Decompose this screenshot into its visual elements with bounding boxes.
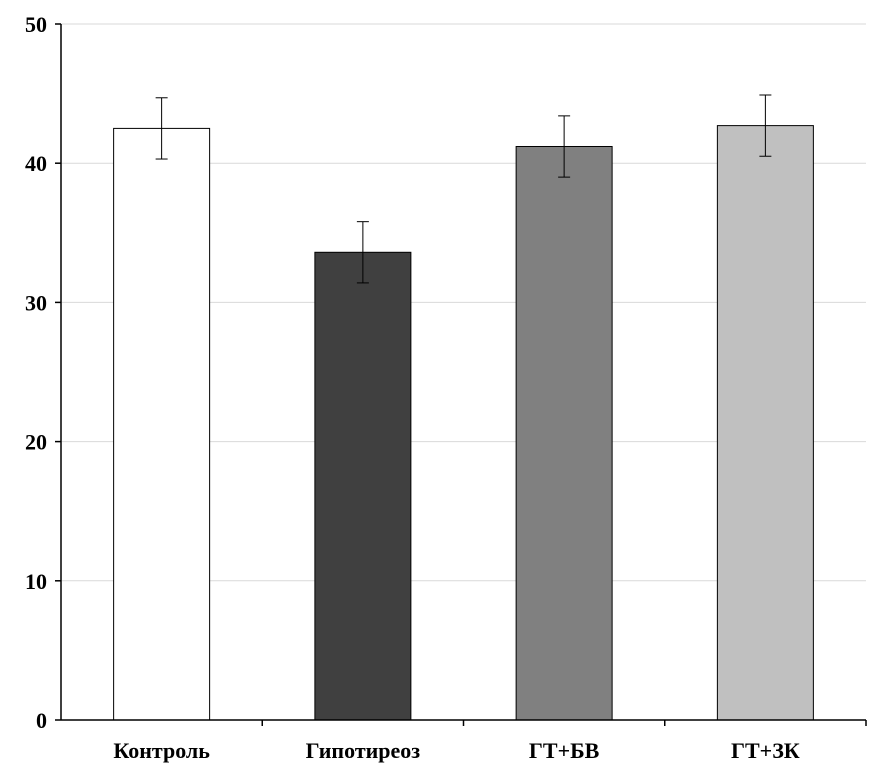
y-tick-label-40: 40: [25, 151, 47, 176]
y-tick-label-20: 20: [25, 430, 47, 455]
category-label-3: ГТ+БВ: [529, 738, 600, 763]
category-label-2: Гипотиреоз: [306, 738, 421, 763]
error-bars: [155, 94, 772, 284]
category-label-1: Контроль: [113, 738, 210, 763]
labels: 0 10 20 30 40 50 Контроль Гипотиреоз ГТ+БВ ГТ+ЗК: [25, 12, 800, 763]
axes: [55, 23, 867, 726]
y-tick-label-10: 10: [25, 569, 47, 594]
bar-3: [515, 145, 613, 721]
y-tick-label-50: 50: [25, 12, 47, 37]
bar-1: [113, 127, 211, 721]
y-tick-label-0: 0: [36, 708, 47, 733]
bar-4: [716, 125, 814, 721]
bars: [113, 125, 814, 721]
y-tick-label-30: 30: [25, 290, 47, 315]
bar-2: [314, 251, 412, 721]
category-label-4: ГТ+ЗК: [731, 738, 800, 763]
